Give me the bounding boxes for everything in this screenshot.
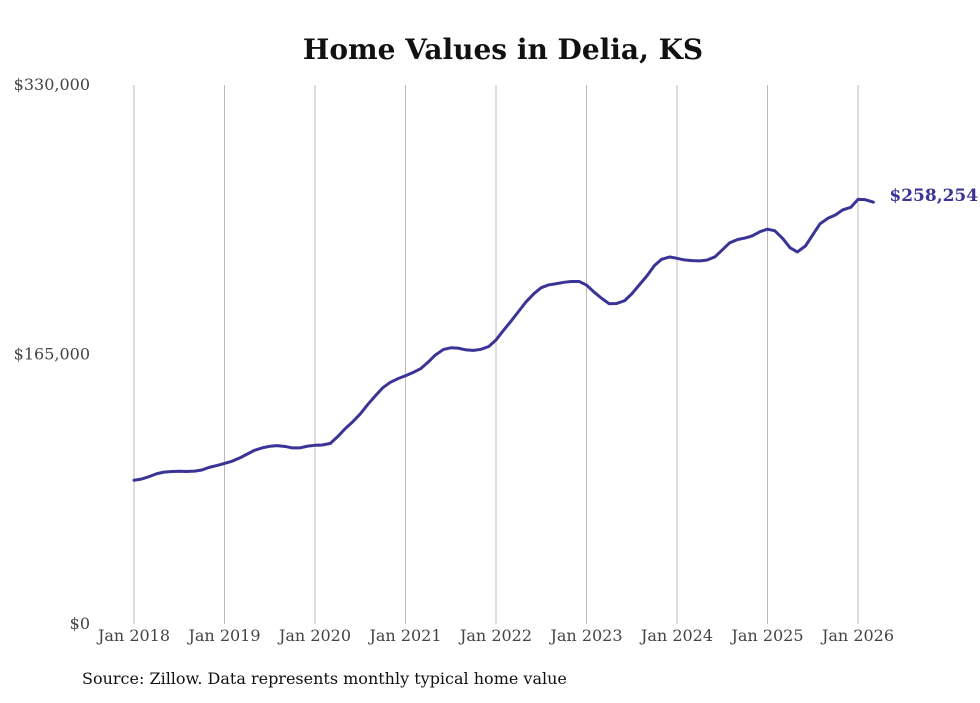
x-tick-label: Jan 2024 bbox=[639, 626, 713, 645]
x-tick-label: Jan 2019 bbox=[186, 626, 260, 645]
x-tick-label: Jan 2026 bbox=[820, 626, 894, 645]
series-line bbox=[132, 197, 875, 482]
x-tick-label: Jan 2021 bbox=[367, 626, 441, 645]
y-tick-label: $330,000 bbox=[14, 75, 90, 94]
x-tick-label: Jan 2025 bbox=[729, 626, 803, 645]
source-note: Source: Zillow. Data represents monthly … bbox=[82, 669, 567, 688]
y-tick-label: $165,000 bbox=[14, 345, 90, 364]
end-value-label: $258,254 bbox=[889, 186, 978, 206]
grid-layer bbox=[133, 85, 859, 624]
chart-title: Home Values in Delia, KS bbox=[303, 33, 703, 66]
series-layer: $258,254 bbox=[132, 186, 978, 482]
x-tick-label: Jan 2020 bbox=[277, 626, 351, 645]
y-tick-label: $0 bbox=[70, 614, 90, 633]
x-tick-label: Jan 2023 bbox=[548, 626, 622, 645]
x-axis: Jan 2018 Jan 2019 Jan 2020 Jan 2021 Jan 2022… bbox=[96, 626, 894, 645]
y-axis: $0 $165,000 $330,000 bbox=[14, 75, 90, 633]
x-tick-label: Jan 2022 bbox=[458, 626, 532, 645]
x-tick-label: Jan 2018 bbox=[96, 626, 170, 645]
